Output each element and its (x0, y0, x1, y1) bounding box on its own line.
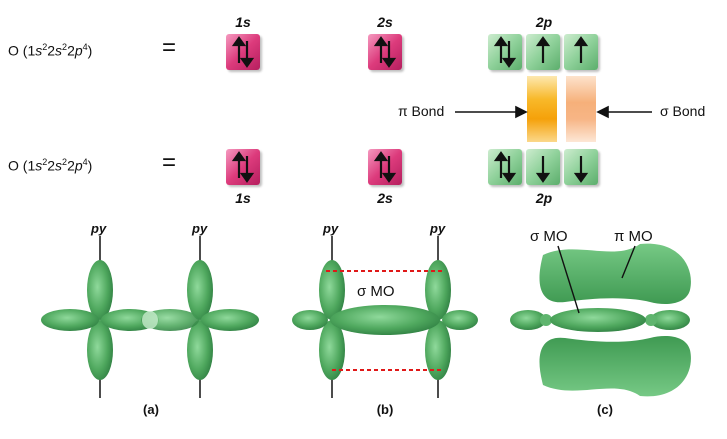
caption-c: (c) (597, 402, 613, 417)
orbital-box-2p-1-bottom (488, 149, 522, 185)
config-top: O (1s22s22p4) (8, 42, 93, 59)
diagram-b (292, 236, 478, 398)
pi-bond-arrow-icon (455, 105, 528, 119)
pi-bond-label: π Bond (398, 103, 445, 119)
paired-arrows-icon (493, 36, 517, 68)
py-label-b1: py (323, 221, 339, 236)
down-arrow-icon (573, 156, 589, 183)
pi-mo-label-c: π MO (614, 228, 653, 245)
pi-bond-bar (527, 76, 557, 142)
sigma-bond-bar (566, 76, 596, 142)
label-1s-top: 1s (235, 14, 251, 30)
label-1s-bottom: 1s (235, 190, 251, 206)
orbital-box-1s-bottom (226, 149, 260, 185)
diagram-a (41, 236, 259, 398)
caption-b: (b) (376, 402, 394, 417)
label-2p-bottom: 2p (535, 190, 553, 206)
py-label-a1: py (91, 221, 107, 236)
label-2s-bottom: 2s (377, 190, 393, 206)
paired-arrows-icon (493, 151, 517, 183)
config-bottom: O (1s22s22p4) (8, 157, 93, 174)
down-arrow-icon (535, 156, 551, 183)
label-2p-top: 2p (535, 14, 553, 30)
caption-a: (a) (143, 402, 159, 417)
orbital-box-2p-3-bottom (564, 149, 598, 185)
py-label-a2: py (192, 221, 208, 236)
paired-arrows-icon (231, 151, 255, 183)
paired-arrows-icon (373, 36, 397, 68)
orbital-box-2p-1-top (488, 34, 522, 70)
sigma-bond-arrow-icon (596, 105, 652, 119)
equals-sign-top: = (162, 34, 177, 61)
orbital-box-2p-2-top (526, 34, 560, 70)
sigma-mo-label-b: σ MO (357, 283, 395, 300)
equals-sign-bottom: = (162, 149, 177, 176)
paired-arrows-icon (373, 151, 397, 183)
paired-arrows-icon (231, 36, 255, 68)
sigma-mo-label-c: σ MO (530, 228, 568, 245)
sigma-bond-label: σ Bond (660, 103, 706, 119)
orbital-box-2p-3-top (564, 34, 598, 70)
label-2s-top: 2s (377, 14, 393, 30)
diagram-c (510, 243, 691, 397)
up-arrow-icon (535, 36, 551, 63)
orbital-box-2s-bottom (368, 149, 402, 185)
up-arrow-icon (573, 36, 589, 63)
orbital-box-2p-2-bottom (526, 149, 560, 185)
orbital-box-2s-top (368, 34, 402, 70)
orbital-box-1s-top (226, 34, 260, 70)
py-label-b2: py (430, 221, 446, 236)
